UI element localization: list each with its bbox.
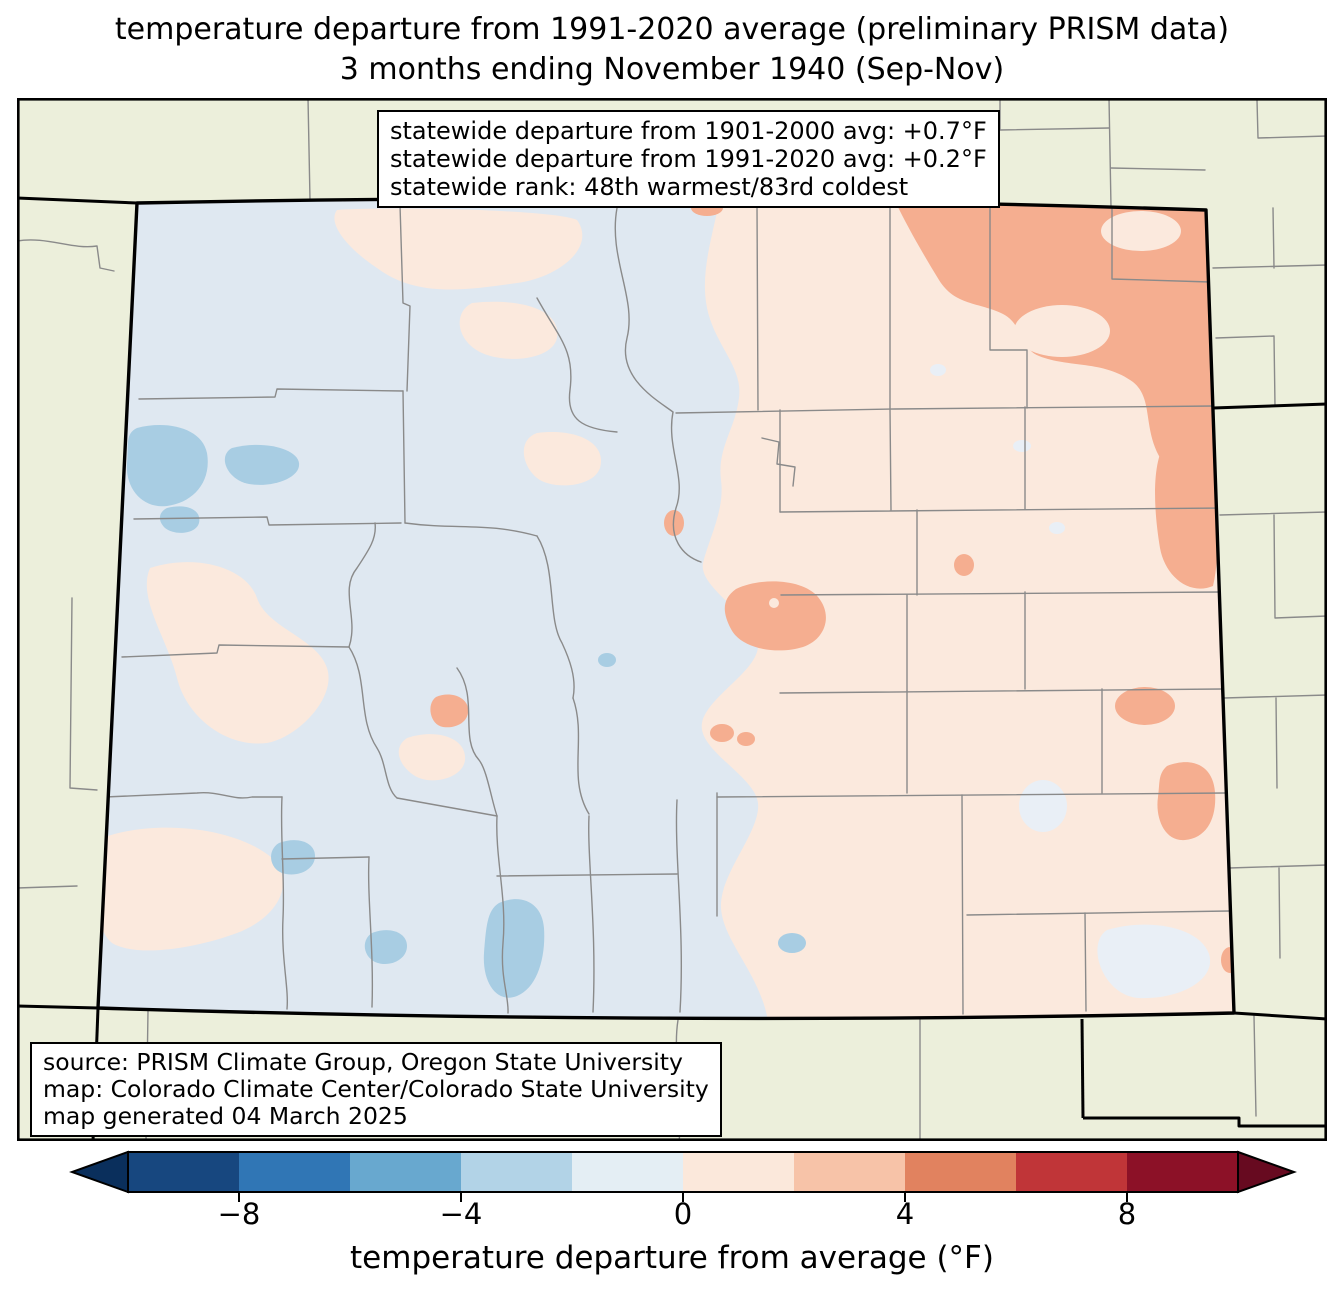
colorbar-segments	[128, 1152, 1238, 1192]
colorado-county-lines-layer	[104, 204, 1230, 1015]
colorbar-segment	[128, 1152, 239, 1192]
stats-box: statewide departure from 1901-2000 avg: …	[377, 110, 1000, 208]
colorbar-segment	[1127, 1152, 1238, 1192]
source-line-3: map generated 04 March 2025	[43, 1102, 408, 1130]
colorado-fill-layer	[98, 198, 1234, 1019]
map-plot-area	[16, 97, 1328, 1142]
source-box: source: PRISM Climate Group, Oregon Stat…	[30, 1042, 722, 1137]
colorbar-segment	[683, 1152, 794, 1192]
colorbar-segment	[1016, 1152, 1127, 1192]
stats-line-1: statewide departure from 1901-2000 avg: …	[390, 117, 987, 145]
colorbar-axis-label: temperature departure from average (°F)	[350, 1240, 994, 1276]
colorbar-segment	[572, 1152, 683, 1192]
stats-line-2: statewide departure from 1991-2020 avg: …	[390, 145, 987, 173]
colorbar-over-arrow	[1237, 1150, 1297, 1194]
tick-label-neg4: −4	[439, 1197, 483, 1231]
colorado-map-svg	[16, 97, 1328, 1142]
tick-label-neg8: −8	[217, 1197, 261, 1231]
tick-label-4: 4	[895, 1197, 915, 1231]
colorbar-segment	[794, 1152, 905, 1192]
colorbar-segment	[905, 1152, 1016, 1192]
source-line-1: source: PRISM Climate Group, Oregon Stat…	[43, 1048, 683, 1076]
colorbar-segment	[239, 1152, 350, 1192]
colorbar	[69, 1150, 1297, 1202]
stats-line-3: statewide rank: 48th warmest/83rd coldes…	[390, 173, 909, 201]
colorbar-ticks	[238, 1192, 1128, 1202]
tick-label-8: 8	[1117, 1197, 1137, 1231]
colorbar-segment	[350, 1152, 461, 1192]
plot-frame	[16, 97, 1328, 1142]
page-title-line1: temperature departure from 1991-2020 ave…	[114, 12, 1230, 47]
page-title: temperature departure from 1991-2020 ave…	[0, 10, 1344, 90]
colorbar-segment	[461, 1152, 572, 1192]
colorbar-under-arrow	[69, 1150, 129, 1194]
source-line-2: map: Colorado Climate Center/Colorado St…	[43, 1075, 709, 1103]
page-title-line2: 3 months ending November 1940 (Sep-Nov)	[339, 52, 1005, 87]
tick-label-0: 0	[673, 1197, 693, 1231]
outside-state-borders-layer	[16, 196, 1328, 1142]
